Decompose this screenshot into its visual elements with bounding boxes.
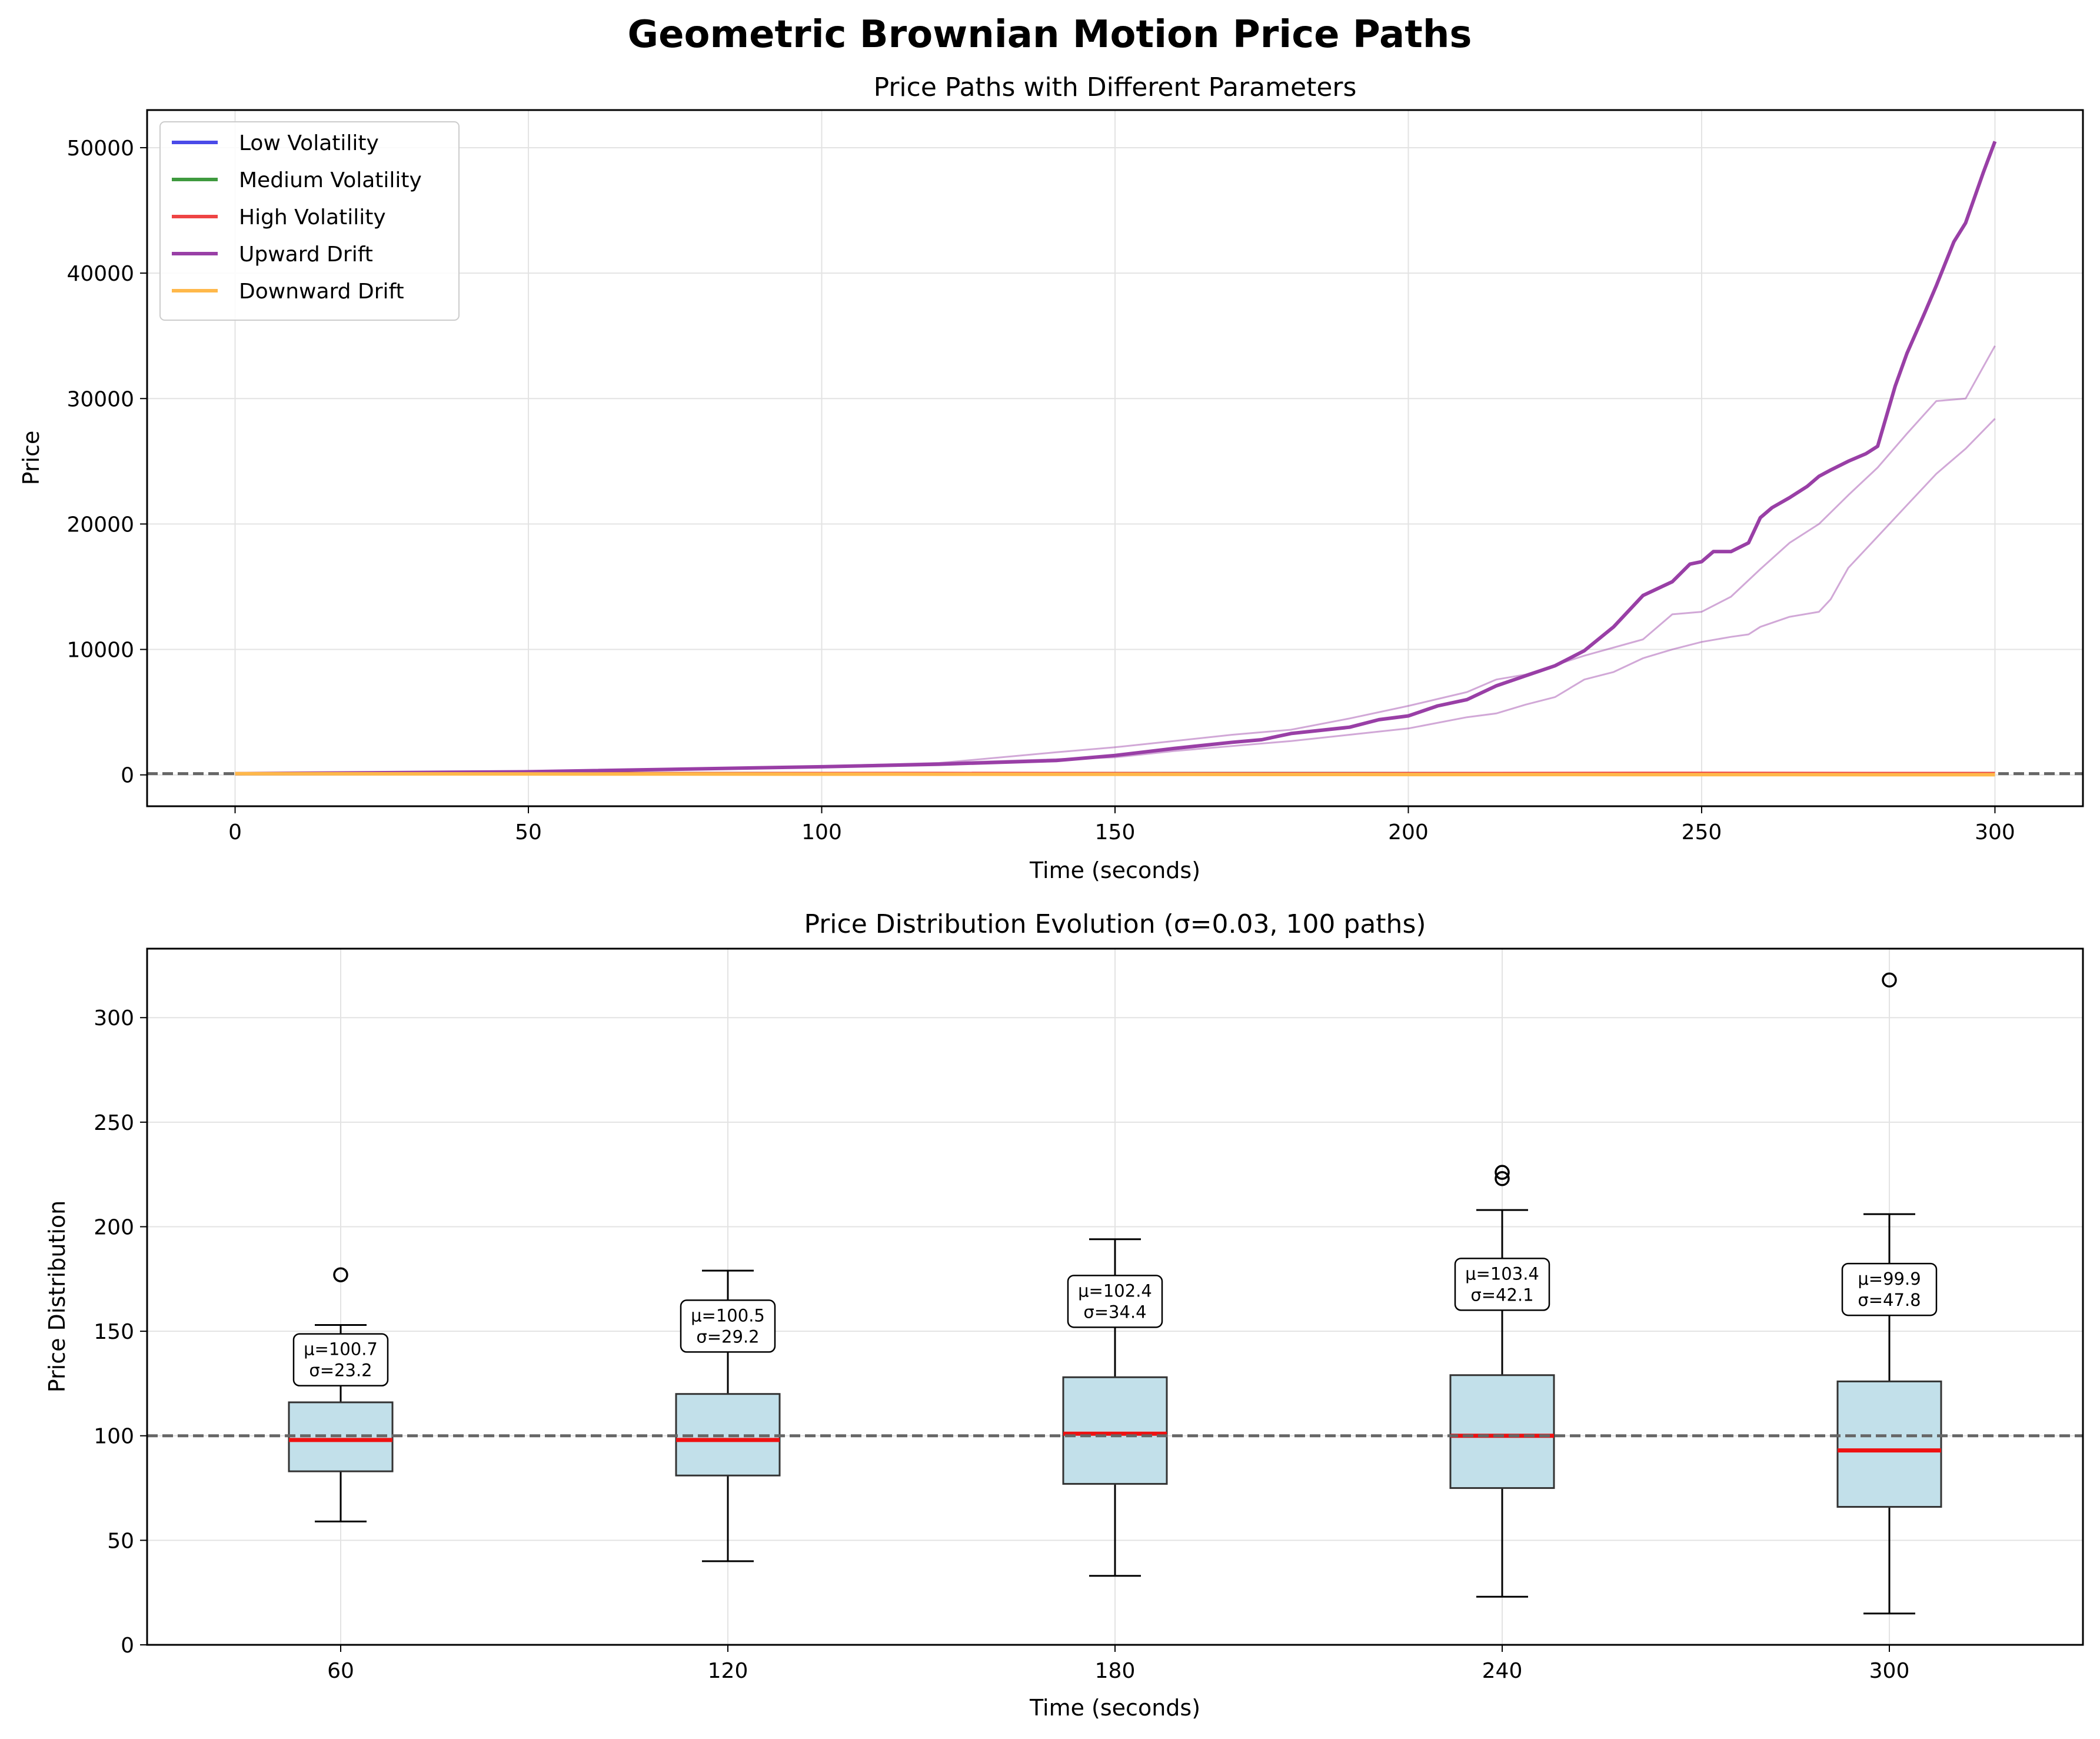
legend-label: Medium Volatility xyxy=(239,168,422,192)
legend-label: Low Volatility xyxy=(239,131,379,155)
annotation-box xyxy=(1841,1262,1938,1316)
annotation-line: σ=47.8 xyxy=(1858,1290,1921,1310)
top-x-tick-label: 200 xyxy=(1388,820,1429,844)
bottom-y-axis-label: Price Distribution xyxy=(44,1201,70,1392)
bottom-y-tick-label: 50 xyxy=(107,1529,134,1553)
bottom-y-tick-label: 150 xyxy=(94,1320,134,1344)
bottom-y-tick-label: 300 xyxy=(94,1006,134,1030)
bottom-x-tick-label: 60 xyxy=(327,1659,354,1683)
box-outlier xyxy=(1495,1165,1510,1180)
top-x-tick-label: 50 xyxy=(515,820,542,844)
annotation-box xyxy=(1454,1258,1550,1311)
top-y-tick-label: 30000 xyxy=(66,387,134,411)
series-downward-drift xyxy=(235,772,1995,777)
box-annotation: μ=102.4σ=34.4 xyxy=(1067,1275,1163,1328)
series-upward-drift xyxy=(235,141,1997,776)
box-iqr xyxy=(1062,1376,1168,1485)
top-y-axis-label: Price xyxy=(18,431,44,486)
top-chart-title: Price Paths with Different Parameters xyxy=(874,72,1357,102)
top-x-tick-label: 0 xyxy=(228,820,242,844)
figure-title: Geometric Brownian Motion Price Paths xyxy=(628,13,1472,56)
series-line xyxy=(235,772,1995,777)
top-y-ticks: 0 10000 20000 30000 40000 50000 xyxy=(66,137,147,788)
box-180: μ=102.4σ=34.4 xyxy=(1062,1238,1168,1577)
annotation-line: μ=100.5 xyxy=(691,1305,765,1325)
bottom-x-tick-label: 300 xyxy=(1869,1659,1910,1683)
annotation-line: μ=103.4 xyxy=(1465,1263,1539,1284)
box-outlier xyxy=(1495,1171,1510,1186)
top-x-ticks: 0 50 100 150 200 250 300 xyxy=(228,806,2015,844)
top-y-tick-label: 0 xyxy=(121,764,134,788)
top-y-tick-label: 20000 xyxy=(66,513,134,537)
box-annotation: μ=99.9σ=47.8 xyxy=(1841,1262,1938,1316)
box-outlier xyxy=(1882,972,1897,988)
bottom-y-tick-label: 100 xyxy=(94,1425,134,1449)
top-legend: Low Volatility Medium Volatility High Vola… xyxy=(159,121,460,321)
bottom-x-axis-label: Time (seconds) xyxy=(1029,1695,1200,1721)
price-paths-panel: Price Paths with Different Parameters 0 5… xyxy=(18,72,2084,883)
annotation-line: μ=99.9 xyxy=(1858,1269,1921,1289)
box-300: μ=99.9σ=47.8 xyxy=(1836,972,1942,1615)
top-x-tick-label: 250 xyxy=(1682,820,1722,844)
annotation-box xyxy=(680,1299,776,1353)
bottom-x-ticks: 60 120 180 240 300 xyxy=(327,1645,1909,1683)
bottom-y-tick-label: 200 xyxy=(94,1215,134,1239)
top-y-tick-label: 10000 xyxy=(66,639,134,663)
series-line xyxy=(235,141,1997,776)
series-line xyxy=(235,345,1996,775)
bottom-y-tick-label: 250 xyxy=(94,1111,134,1135)
top-x-tick-label: 150 xyxy=(1095,820,1136,844)
annotation-box xyxy=(292,1333,389,1386)
annotation-line: σ=23.2 xyxy=(309,1361,372,1381)
top-y-tick-label: 40000 xyxy=(66,262,134,286)
box-annotation: μ=100.7σ=23.2 xyxy=(292,1333,389,1386)
bottom-chart-title: Price Distribution Evolution (σ=0.03, 10… xyxy=(804,909,1426,939)
top-series-group xyxy=(235,141,1997,777)
bottom-x-tick-label: 240 xyxy=(1482,1659,1523,1683)
box-iqr xyxy=(1449,1374,1555,1489)
box-annotation: μ=100.5σ=29.2 xyxy=(680,1299,776,1353)
bottom-y-tick-label: 0 xyxy=(121,1634,134,1658)
top-x-tick-label: 100 xyxy=(801,820,842,844)
bottom-y-ticks: 0 50 100 150 200 250 300 xyxy=(94,1006,147,1658)
annotation-line: μ=102.4 xyxy=(1078,1281,1152,1301)
annotation-box xyxy=(1067,1275,1163,1328)
annotation-line: σ=42.1 xyxy=(1470,1285,1533,1305)
legend-label: Downward Drift xyxy=(239,280,404,304)
box-iqr xyxy=(1836,1380,1942,1508)
distribution-panel: Price Distribution Evolution (σ=0.03, 10… xyxy=(44,909,2084,1721)
legend-label: High Volatility xyxy=(239,205,386,230)
bottom-x-tick-label: 180 xyxy=(1095,1659,1136,1683)
legend-frame xyxy=(159,121,460,321)
box-240: μ=103.4σ=42.1 xyxy=(1449,1165,1555,1598)
box-outlier xyxy=(333,1267,348,1282)
bottom-x-tick-label: 120 xyxy=(708,1659,748,1683)
annotation-line: σ=34.4 xyxy=(1083,1302,1146,1322)
annotation-line: σ=29.2 xyxy=(696,1326,759,1346)
top-x-tick-label: 300 xyxy=(1975,820,2015,844)
top-y-tick-label: 50000 xyxy=(66,137,134,161)
annotation-line: μ=100.7 xyxy=(304,1339,378,1359)
legend-label: Upward Drift xyxy=(239,242,373,267)
box-annotation: μ=103.4σ=42.1 xyxy=(1454,1258,1550,1311)
series-line xyxy=(235,418,1996,775)
box-60: μ=100.7σ=23.2 xyxy=(288,1267,394,1522)
top-x-axis-label: Time (seconds) xyxy=(1029,857,1200,883)
